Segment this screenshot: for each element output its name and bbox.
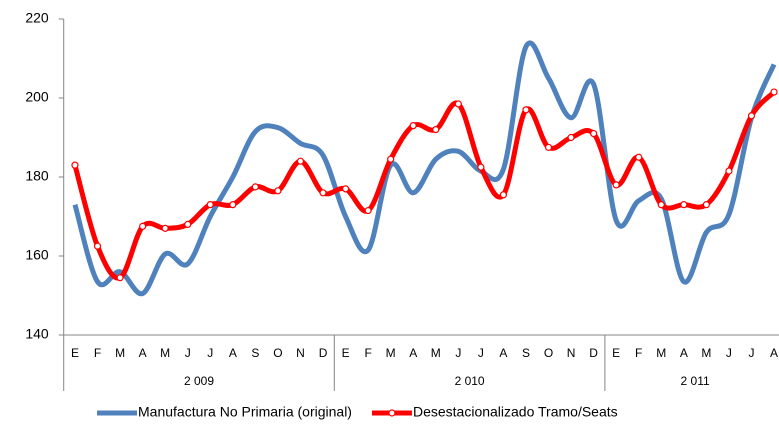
x-tick-label: S (522, 346, 530, 360)
point (522, 106, 530, 114)
x-tick-label: J (207, 346, 213, 360)
y-tick-label: 180 (25, 168, 49, 184)
point (454, 100, 462, 108)
legend-label: Manufactura No Primaria (original) (138, 404, 352, 420)
x-tick-label: M (160, 346, 170, 360)
x-tick-label: S (251, 346, 259, 360)
point (612, 181, 620, 189)
x-tick-label: A (229, 346, 237, 360)
y-tick-label: 220 (25, 10, 49, 26)
point (657, 201, 665, 209)
x-tick-label: M (115, 346, 125, 360)
point (251, 183, 259, 191)
x-tick-label: O (544, 346, 553, 360)
point (432, 126, 440, 134)
legend-label: Desestacionalizado Tramo/Seats (413, 404, 618, 420)
x-tick-label: J (185, 346, 191, 360)
x-tick-label: N (567, 346, 576, 360)
x-tick-label: E (71, 346, 79, 360)
x-tick-label: M (431, 346, 441, 360)
x-tick-label: A (409, 346, 417, 360)
x-tick-label: J (455, 346, 461, 360)
point (725, 167, 733, 175)
point (229, 201, 237, 209)
x-tick-label: A (139, 346, 147, 360)
point (567, 133, 575, 142)
x-group-label: 2 011 (681, 374, 710, 388)
y-tick-label: 200 (25, 89, 49, 105)
x-tick-label: O (273, 346, 282, 360)
x-tick-label: D (589, 346, 598, 360)
point (409, 122, 417, 130)
point (274, 187, 282, 195)
point (184, 220, 192, 228)
x-tick-label: N (296, 346, 305, 360)
x-tick-label: F (635, 346, 642, 360)
x-tick-label: M (656, 346, 666, 360)
point (319, 189, 327, 197)
x-tick-label: F (364, 346, 371, 360)
point (702, 201, 710, 209)
x-group-label: 2 010 (455, 374, 485, 388)
point (635, 153, 643, 161)
y-tick-label: 160 (25, 247, 49, 263)
point (590, 129, 598, 138)
point (680, 201, 688, 209)
point (161, 224, 169, 232)
x-tick-label: J (748, 346, 754, 360)
x-tick-label: E (342, 346, 350, 360)
point (364, 206, 372, 215)
y-tick-label: 140 (25, 326, 49, 342)
point (387, 155, 395, 163)
point (116, 274, 124, 282)
x-tick-label: A (680, 346, 688, 360)
legend-marker (388, 409, 396, 417)
series-line (72, 40, 777, 297)
point (499, 191, 508, 199)
point (139, 222, 147, 230)
x-tick-label: M (701, 346, 711, 360)
x-tick-label: A (770, 346, 778, 360)
point (770, 88, 778, 96)
x-tick-label: M (386, 346, 396, 360)
point (747, 112, 756, 120)
x-tick-label: D (319, 346, 328, 360)
point (477, 163, 485, 171)
series-line (72, 90, 776, 281)
x-group-label: 2 009 (184, 374, 214, 388)
x-tick-label: J (478, 346, 484, 360)
point (296, 157, 305, 165)
x-tick-label: J (726, 346, 732, 360)
point (71, 161, 79, 169)
x-tick-label: E (612, 346, 620, 360)
point (93, 242, 102, 250)
x-tick-label: F (94, 346, 101, 360)
x-tick-label: A (499, 346, 507, 360)
point (341, 185, 350, 193)
point (544, 143, 553, 151)
point (206, 201, 214, 209)
